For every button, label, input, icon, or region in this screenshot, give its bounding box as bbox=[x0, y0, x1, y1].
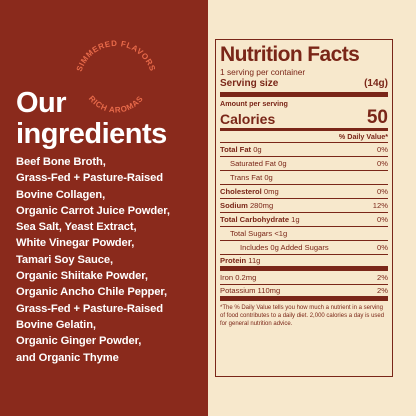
nutrient-amount: Saturated Fat 0g bbox=[230, 159, 287, 168]
nutrient-row-saturated-fat: Saturated Fat 0g 0% bbox=[220, 157, 388, 171]
nutrient-dv: 0% bbox=[377, 215, 388, 224]
nutrient-dv: 0% bbox=[377, 187, 388, 196]
nutrient-row-iron: Iron 0.2mg 2% bbox=[220, 271, 388, 285]
nutrient-dv: 0% bbox=[377, 243, 388, 252]
ingredient-list: Beef Bone Broth, Grass-Fed + Pasture-Rai… bbox=[16, 154, 206, 366]
nutrient-row-total-carbohydrate: Total Carbohydrate 1g 0% bbox=[220, 213, 388, 227]
nutrient-name: Total Fat bbox=[220, 145, 252, 154]
nutrient-row-cholesterol: Cholesterol 0mg 0% bbox=[220, 185, 388, 199]
flavor-seal: SIMMERED FLAVORS RICH AROMAS bbox=[75, 39, 158, 115]
calories-value: 50 bbox=[366, 107, 388, 128]
nutrient-amount: Trans Fat 0g bbox=[230, 173, 273, 182]
nutrient-name: Total Carbohydrate bbox=[220, 215, 290, 224]
nutrient-name: Protein bbox=[220, 256, 247, 265]
nutrient-row-potassium: Potassium 110mg 2% bbox=[220, 285, 388, 301]
serving-size-value: (14g) bbox=[364, 78, 388, 89]
nutrient-dv: 0% bbox=[377, 159, 388, 168]
nutrient-amount: 0g bbox=[251, 145, 262, 154]
ingredient-line: Organic Carrot Juice Powder, bbox=[16, 204, 170, 217]
nutrient-name: Cholesterol bbox=[220, 187, 262, 196]
nutrient-dv: 2% bbox=[377, 273, 388, 282]
ingredient-line: Bovine Collagen, bbox=[16, 188, 106, 201]
serving-size-label: Serving size bbox=[220, 78, 279, 89]
nutrient-dv: 12% bbox=[372, 201, 388, 210]
ingredient-line: and Organic Thyme bbox=[16, 351, 119, 364]
seal-text-top: SIMMERED FLAVORS bbox=[75, 39, 158, 73]
ingredient-line: White Vinegar Powder, bbox=[16, 237, 135, 250]
serving-size-row: Serving size (14g) bbox=[220, 78, 388, 97]
nutrient-amount: Total Sugars <1g bbox=[230, 229, 288, 238]
ingredient-line: Beef Bone Broth, bbox=[16, 156, 106, 168]
nutrient-row-trans-fat: Trans Fat 0g bbox=[220, 171, 388, 185]
servings-per-container: 1 serving per container bbox=[220, 67, 306, 77]
nutrient-amount: Includes 0g Added Sugars bbox=[240, 243, 329, 252]
nutrient-amount: 0mg bbox=[261, 187, 279, 196]
heading-line-2: ingredients bbox=[16, 118, 167, 150]
ingredient-line: Tamari Soy Sauce, bbox=[16, 253, 113, 266]
nutrition-panel bbox=[208, 0, 416, 416]
ingredients-heading: Our ingredients bbox=[16, 88, 206, 150]
calories-row: Calories 50 bbox=[220, 108, 388, 131]
nutrient-amount: 11g bbox=[246, 256, 261, 265]
amount-per-serving: Amount per serving bbox=[220, 99, 288, 108]
nutrient-amount: 280mg bbox=[247, 201, 274, 210]
ingredient-line: Sea Salt, Yeast Extract, bbox=[16, 221, 137, 234]
nutrient-row-protein: Protein 11g bbox=[220, 255, 388, 271]
ingredients-panel: SIMMERED FLAVORS RICH AROMAS Our ingredi… bbox=[0, 0, 208, 416]
daily-value-header: % Daily Value* bbox=[220, 131, 388, 143]
ingredient-line: Organic Ancho Chile Pepper, bbox=[16, 286, 168, 299]
nutrient-dv: 0% bbox=[377, 145, 388, 154]
nutrition-title: Nutrition Facts bbox=[220, 43, 360, 66]
calories-label: Calories bbox=[220, 111, 276, 127]
nutrient-amount: Iron 0.2mg bbox=[220, 273, 257, 282]
ingredient-line: Grass-Fed + Pasture-Raised bbox=[16, 172, 163, 185]
heading-line-1: Our bbox=[16, 87, 67, 119]
nutrition-facts-label: Nutrition Facts 1 serving per container … bbox=[215, 39, 393, 377]
daily-value-footnote: *The % Daily Value tells you how much a … bbox=[220, 305, 385, 327]
nutrient-name: Sodium bbox=[220, 201, 248, 210]
nutrient-row-total-sugars: Total Sugars <1g bbox=[220, 227, 388, 241]
ingredient-line: Organic Shiitake Powder, bbox=[16, 270, 148, 283]
nutrient-row-sodium: Sodium 280mg 12% bbox=[220, 199, 388, 213]
ingredient-line: Organic Ginger Powder, bbox=[16, 335, 142, 348]
nutrient-amount: Potassium 110mg bbox=[220, 286, 281, 295]
ingredient-line: Grass-Fed + Pasture-Raised bbox=[16, 302, 163, 315]
nutrient-row-total-fat: Total Fat 0g 0% bbox=[220, 143, 388, 157]
nutrient-row-added-sugars: Includes 0g Added Sugars 0% bbox=[220, 241, 388, 255]
nutrient-amount: 1g bbox=[289, 215, 300, 224]
nutrient-dv: 2% bbox=[377, 286, 388, 295]
ingredient-line: Bovine Gelatin, bbox=[16, 318, 96, 331]
